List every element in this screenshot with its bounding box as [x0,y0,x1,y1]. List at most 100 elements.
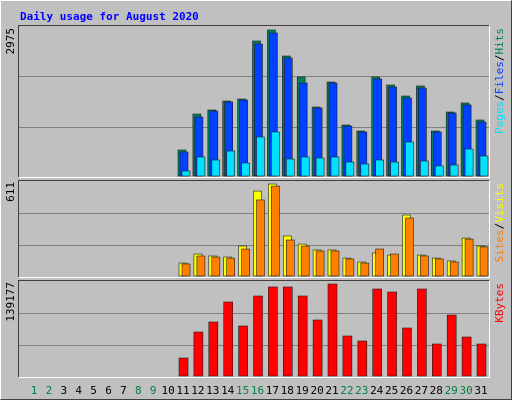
bar [434,258,444,277]
bar [211,159,221,177]
bar [285,239,295,277]
bar [211,256,221,277]
x-tick-label: 4 [75,384,82,397]
bar [390,161,399,177]
bar [282,286,293,377]
bar [360,163,370,177]
panel-bevel-dark [18,25,490,178]
bar [181,170,191,177]
bar [434,165,444,177]
legend-separator: / [493,94,506,101]
bar [283,57,293,177]
bar [446,314,457,377]
panel-bevel-light [18,25,490,178]
x-tick-label: 23 [355,384,368,397]
bar [253,295,263,377]
bar [196,156,206,177]
x-tick-label: 1 [31,384,38,397]
x-tick-label: 8 [135,384,142,397]
panel-bevel-dark [18,180,490,278]
legend-entry: Hits [493,28,506,55]
x-tick-label: 13 [206,384,219,397]
bar [420,255,429,277]
x-tick-label: 12 [191,384,204,397]
bar [178,357,189,377]
bar [479,246,489,277]
bar [357,340,368,377]
bar [241,248,250,277]
bar [402,327,412,377]
bar [342,335,353,377]
bar [315,157,325,177]
bar [208,321,219,377]
bar [464,148,474,177]
bar [271,185,280,277]
bar [285,158,295,177]
bar [223,301,233,377]
legend-entry: Sites [493,229,506,262]
legend: Pages/Files/Hits [493,28,506,134]
x-tick-label: 6 [105,384,112,397]
x-tick-label: 28 [430,384,443,397]
legend-entry: Files [493,61,506,94]
x-tick-label: 16 [251,384,264,397]
x-tick-label: 30 [459,384,472,397]
bar [241,162,250,177]
bar [193,331,204,377]
bar [449,164,459,177]
x-tick-label: 3 [60,384,67,397]
bar [405,141,414,177]
x-tick-label: 2 [46,384,53,397]
x-tick-label: 10 [161,384,174,397]
bar [226,257,235,277]
bar [271,131,280,177]
x-tick-label: 14 [221,384,235,397]
bar [390,253,399,277]
bar [300,156,310,177]
bar [181,263,191,277]
bar [226,150,235,177]
legend-entry: Pages [493,101,506,134]
y-tick-label: 611 [4,182,17,202]
bar [387,291,397,377]
x-tick-label: 18 [281,384,294,397]
y-tick-label: 139177 [4,282,17,322]
bar [420,160,429,177]
x-tick-label: 15 [236,384,249,397]
bar [297,295,308,377]
bar [256,199,265,277]
bar [360,262,370,277]
bar [375,248,385,277]
legend: Sites/Visits [493,183,506,263]
x-tick-label: 25 [385,384,398,397]
x-tick-label: 26 [400,384,413,397]
x-tick-label: 21 [325,384,338,397]
panel-bevel-dark [18,280,490,378]
bar [330,156,340,177]
bar [375,159,385,177]
bar [431,343,442,377]
bar [464,238,474,277]
bar [312,319,323,377]
x-tick-label: 27 [415,384,428,397]
panel-bevel-light [18,180,490,278]
legend-separator: / [493,223,506,230]
bar [315,250,325,277]
y-tick-label: 2975 [4,28,17,55]
legend-entry: KBytes [493,283,506,323]
bar [476,343,487,377]
bar [345,258,355,277]
chart-title: Daily usage for August 2020 [20,10,199,23]
x-tick-label: 7 [120,384,127,397]
bar [268,286,278,377]
x-tick-label: 5 [90,384,97,397]
x-tick-label: 9 [150,384,157,397]
legend: KBytes [493,283,506,323]
bar [405,217,414,277]
x-tick-label: 24 [370,384,384,397]
legend-entry: Visits [493,183,506,223]
bar [345,161,355,177]
bar [238,325,248,377]
legend-separator: / [493,55,506,62]
x-tick-label: 22 [340,384,353,397]
